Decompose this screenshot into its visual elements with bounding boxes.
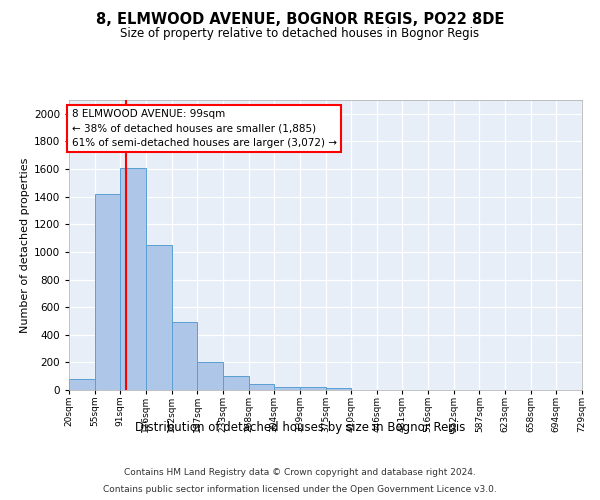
Bar <box>121 168 146 390</box>
Text: 8, ELMWOOD AVENUE, BOGNOR REGIS, PO22 8DE: 8, ELMWOOD AVENUE, BOGNOR REGIS, PO22 8D… <box>96 12 504 28</box>
Bar <box>95 194 121 390</box>
Y-axis label: Number of detached properties: Number of detached properties <box>20 158 29 332</box>
Bar <box>146 245 172 390</box>
Bar <box>172 322 197 390</box>
Text: Contains HM Land Registry data © Crown copyright and database right 2024.: Contains HM Land Registry data © Crown c… <box>124 468 476 477</box>
Text: 8 ELMWOOD AVENUE: 99sqm
← 38% of detached houses are smaller (1,885)
61% of semi: 8 ELMWOOD AVENUE: 99sqm ← 38% of detache… <box>71 108 337 148</box>
Text: Contains public sector information licensed under the Open Government Licence v3: Contains public sector information licen… <box>103 484 497 494</box>
Bar <box>274 386 300 390</box>
Bar <box>69 379 95 390</box>
Bar <box>197 362 223 390</box>
Bar <box>248 384 274 390</box>
Text: Distribution of detached houses by size in Bognor Regis: Distribution of detached houses by size … <box>135 421 465 434</box>
Bar <box>325 388 351 390</box>
Bar <box>223 376 248 390</box>
Bar <box>300 387 325 390</box>
Text: Size of property relative to detached houses in Bognor Regis: Size of property relative to detached ho… <box>121 28 479 40</box>
